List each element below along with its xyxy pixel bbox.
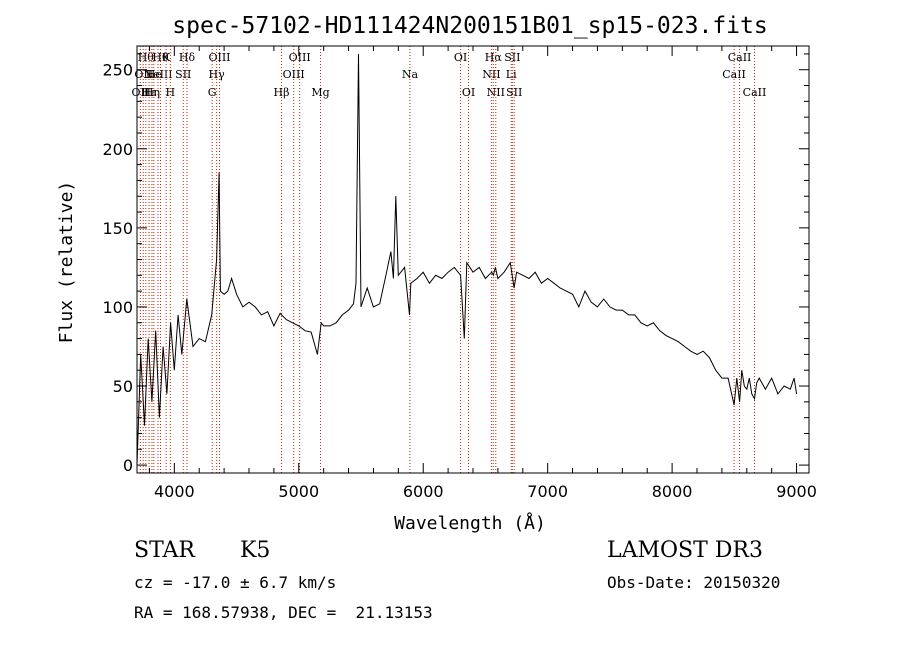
line-marker-label: Hα — [485, 51, 503, 64]
line-marker-label: CaII — [743, 86, 767, 99]
line-marker-label: SII — [175, 68, 191, 81]
x-tick-label: 4000 — [154, 482, 195, 501]
line-marker-label: OII — [132, 86, 150, 99]
x-axis-label: Wavelength (Å) — [394, 512, 546, 534]
line-marker-label: Hβ — [274, 86, 290, 99]
x-tick-label: 5000 — [278, 482, 319, 501]
sky-coordinates: RA = 168.57938, DEC = 21.13153 — [134, 603, 433, 622]
line-marker-label: H — [166, 86, 176, 99]
line-marker-label: Hδ — [179, 51, 196, 64]
y-tick-label: 200 — [102, 140, 133, 159]
line-marker-label: OIII — [208, 51, 230, 64]
line-marker-label: Li — [506, 68, 517, 81]
line-marker-label: NII — [482, 68, 500, 81]
spectral-subclass: K5 — [240, 538, 271, 563]
y-tick-label: 0 — [123, 456, 133, 475]
chart-title: spec-57102-HD111424N200151B01_sp15-023.f… — [172, 13, 767, 39]
survey-name: LAMOST DR3 — [607, 538, 763, 563]
line-marker-label: K — [162, 51, 171, 64]
plot-frame — [136, 45, 810, 474]
y-tick-label: 100 — [102, 298, 133, 317]
x-tick-label: 8000 — [652, 482, 693, 501]
spectral-line-markers: OIIOIIHθHεHηHeNeIIIHθKHSIIHδGHγOIIIHβOII… — [132, 46, 767, 473]
line-marker-label: NII — [487, 86, 505, 99]
axes: 4000 5000 6000 7000 8000 9000 0 50 100 150 200 250 — [102, 46, 817, 501]
line-marker-label: CaII — [722, 68, 746, 81]
observation-date: Obs-Date: 20150320 — [607, 573, 781, 592]
x-tick-label: 7000 — [527, 482, 568, 501]
line-marker-label: OII — [134, 68, 152, 81]
line-marker-label: NeIII — [143, 68, 172, 81]
line-marker-label: SII — [506, 86, 522, 99]
line-marker-label: Hγ — [209, 68, 226, 81]
redshift-value: cz = -17.0 ± 6.7 km/s — [134, 573, 337, 592]
line-marker-label: OIII — [283, 68, 305, 81]
line-marker-label: SII — [504, 51, 520, 64]
line-marker-label: OI — [462, 86, 475, 99]
line-marker-label: CaII — [728, 51, 752, 64]
line-marker-label: Na — [402, 68, 419, 81]
line-marker-label: Hη — [144, 86, 160, 99]
y-tick-label: 250 — [102, 61, 133, 80]
line-marker-label: OIII — [289, 51, 311, 64]
line-marker-label: G — [208, 86, 217, 99]
line-marker-label: He — [146, 68, 162, 81]
x-tick-label: 6000 — [403, 482, 444, 501]
spectrum-line — [136, 53, 798, 466]
y-tick-label: 150 — [102, 219, 133, 238]
y-axis-label: Flux (relative) — [56, 181, 77, 344]
x-tick-label: 9000 — [776, 482, 817, 501]
line-marker-label: Mg — [311, 86, 329, 99]
object-class: STAR — [134, 538, 195, 563]
y-tick-label: 50 — [113, 377, 133, 396]
line-marker-label: Hε — [141, 86, 157, 99]
line-marker-label: Hθ — [152, 51, 169, 64]
line-marker-label: OI — [454, 51, 467, 64]
